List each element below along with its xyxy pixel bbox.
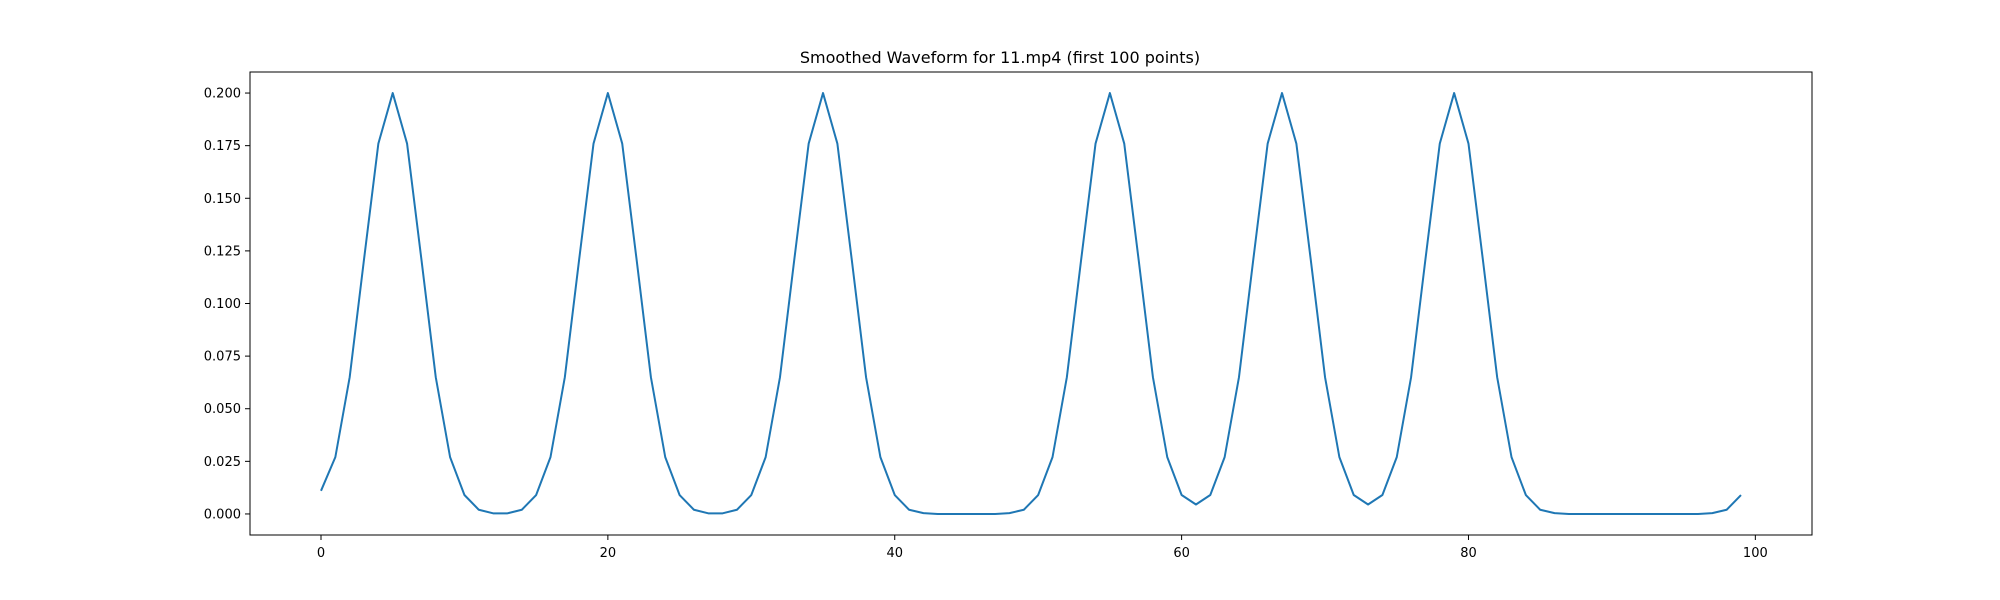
x-axis: 0 20 40 60 80 100 xyxy=(317,535,1768,561)
series-layer xyxy=(320,92,1742,515)
x-tick-label: 40 xyxy=(886,546,903,561)
y-tick-label: 0.100 xyxy=(204,297,241,312)
x-tick-label: 80 xyxy=(1460,546,1477,561)
y-tick-label: 0.150 xyxy=(204,192,241,207)
y-tick-label: 0.000 xyxy=(204,507,241,522)
y-axis: 0.000 0.025 0.050 0.075 0.100 0.125 0.150 0.175… xyxy=(204,87,250,522)
y-tick-label: 0.075 xyxy=(204,350,241,365)
y-tick-label: 0.175 xyxy=(204,139,241,154)
y-tick-label: 0.200 xyxy=(204,87,241,102)
y-tick-label: 0.025 xyxy=(204,455,241,470)
y-tick-label: 0.125 xyxy=(204,244,241,259)
series-line xyxy=(320,92,1742,515)
x-tick-label: 0 xyxy=(317,546,325,561)
x-tick-label: 20 xyxy=(600,546,617,561)
x-tick-label: 100 xyxy=(1743,546,1768,561)
x-tick-label: 60 xyxy=(1173,546,1190,561)
chart-title: Smoothed Waveform for 11.mp4 (first 100 … xyxy=(800,48,1200,67)
y-tick-label: 0.050 xyxy=(204,402,241,417)
plot-area: 0 20 40 60 80 100 0.0000.0250.0500.0750.1000.… xyxy=(204,71,1813,561)
